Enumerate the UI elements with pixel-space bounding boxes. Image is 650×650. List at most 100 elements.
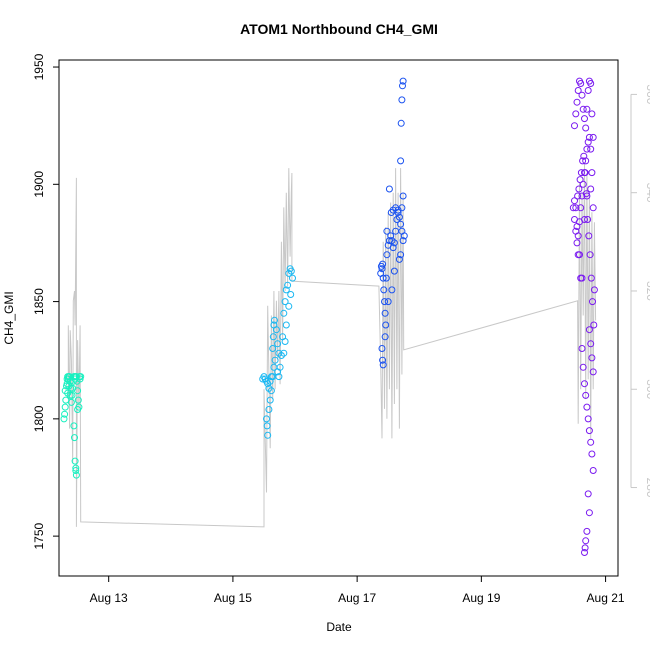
data-point-series-2 (277, 352, 285, 359)
data-point-series-1 (71, 457, 79, 465)
data-point-series-4 (583, 145, 591, 153)
data-point-series-4 (574, 87, 582, 94)
data-point-series-4 (588, 169, 596, 177)
data-point-series-4 (587, 340, 595, 348)
points-layer (60, 77, 598, 556)
y-axis-label: CH4_GMI (2, 291, 16, 344)
data-point-series-2 (280, 309, 288, 317)
data-point-series-4 (577, 204, 585, 212)
data-point-series-3 (380, 286, 388, 294)
y-tick-label: 1900 (32, 171, 46, 198)
data-point-series-4 (584, 216, 592, 223)
data-point-series-4 (585, 427, 593, 435)
data-point-series-1 (63, 380, 71, 388)
y-tick-label: 1800 (32, 405, 46, 432)
data-point-series-3 (397, 251, 405, 259)
data-point-series-3 (378, 265, 386, 273)
data-point-series-1 (64, 389, 72, 397)
data-point-series-4 (577, 169, 585, 177)
data-point-series-4 (586, 251, 594, 259)
data-point-series-4 (581, 216, 588, 223)
plot-frame (58, 59, 619, 577)
x-tick-label: Aug 19 (462, 591, 500, 605)
data-point-series-2 (289, 274, 296, 282)
data-point-series-1 (77, 373, 85, 381)
data-point-series-4 (584, 415, 592, 423)
data-point-series-1 (60, 415, 68, 423)
y-tick-label: 1750 (32, 522, 46, 549)
axes-layer: Aug 13 Aug 15 Aug 17 Aug 19 Aug 21 1750 1800 18… (32, 53, 650, 605)
data-point-series-4 (583, 105, 591, 113)
data-point-series-2 (274, 340, 282, 348)
data-point-series-2 (287, 267, 295, 275)
x-tick-label: Aug 15 (214, 591, 252, 605)
x-tick-label: Aug 21 (587, 591, 625, 605)
data-point-series-2 (269, 333, 277, 341)
data-point-series-2 (271, 316, 278, 324)
data-point-series-2 (269, 345, 277, 352)
data-point-series-4 (573, 239, 581, 247)
data-point-series-3 (394, 206, 402, 214)
data-point-series-4 (585, 232, 593, 240)
data-point-series-4 (578, 345, 586, 352)
data-point-series-3 (399, 192, 407, 200)
y-tick-label: 1950 (32, 53, 46, 80)
data-point-series-4 (587, 80, 595, 87)
data-point-series-1 (61, 403, 69, 411)
data-point-series-4 (589, 133, 597, 141)
data-point-series-4 (576, 251, 583, 259)
data-point-series-2 (281, 298, 289, 306)
secondary-line-layer (67, 163, 597, 528)
data-point-series-3 (385, 185, 393, 193)
data-point-series-3 (381, 333, 389, 341)
data-point-series-4 (581, 169, 589, 177)
x-axis-label: Date (326, 620, 352, 634)
data-point-series-3 (382, 274, 390, 282)
data-point-series-4 (590, 286, 598, 294)
data-point-series-3 (384, 298, 392, 306)
data-point-series-3 (400, 232, 408, 240)
data-point-series-3 (388, 286, 396, 294)
data-point-series-4 (587, 274, 595, 282)
data-point-series-2 (280, 349, 288, 357)
data-point-series-4 (589, 368, 597, 376)
data-point-series-3 (381, 309, 389, 317)
y2-tick-label: 320 (644, 281, 650, 301)
data-point-series-4 (583, 403, 591, 411)
data-point-series-3 (390, 239, 398, 247)
data-point-series-3 (382, 321, 390, 329)
data-point-series-2 (287, 291, 295, 298)
data-point-series-4 (585, 326, 593, 334)
data-point-series-2 (281, 338, 289, 345)
data-point-series-4 (585, 133, 593, 141)
data-point-series-3 (383, 251, 391, 259)
data-point-series-4 (583, 192, 591, 200)
data-point-series-2 (274, 368, 282, 376)
data-point-series-2 (275, 373, 283, 381)
data-point-series-4 (579, 105, 587, 113)
y-tick-label: 1850 (32, 288, 46, 315)
data-point-series-2 (267, 387, 275, 395)
data-point-series-2 (263, 415, 270, 423)
data-point-series-4 (574, 232, 582, 240)
data-point-series-4 (590, 321, 598, 329)
data-point-series-3 (397, 119, 405, 127)
data-point-series-3 (379, 356, 387, 364)
x-tick-label: Aug 13 (90, 591, 128, 605)
y2-tick-label: 280 (644, 478, 650, 498)
data-point-series-2 (284, 281, 292, 289)
data-point-series-3 (399, 77, 407, 85)
data-point-series-4 (581, 549, 588, 556)
data-point-series-2 (282, 286, 290, 294)
data-point-series-4 (573, 98, 581, 106)
data-point-series-4 (583, 527, 591, 535)
y2-tick-label: 360 (644, 84, 650, 104)
data-point-series-1 (71, 434, 78, 442)
data-point-series-4 (581, 380, 588, 388)
data-point-series-4 (572, 204, 580, 212)
data-point-series-3 (379, 260, 387, 268)
data-point-series-4 (588, 354, 596, 362)
data-point-series-4 (579, 180, 587, 188)
chart-title: ATOM1 Northbound CH4_GMI (240, 21, 438, 37)
